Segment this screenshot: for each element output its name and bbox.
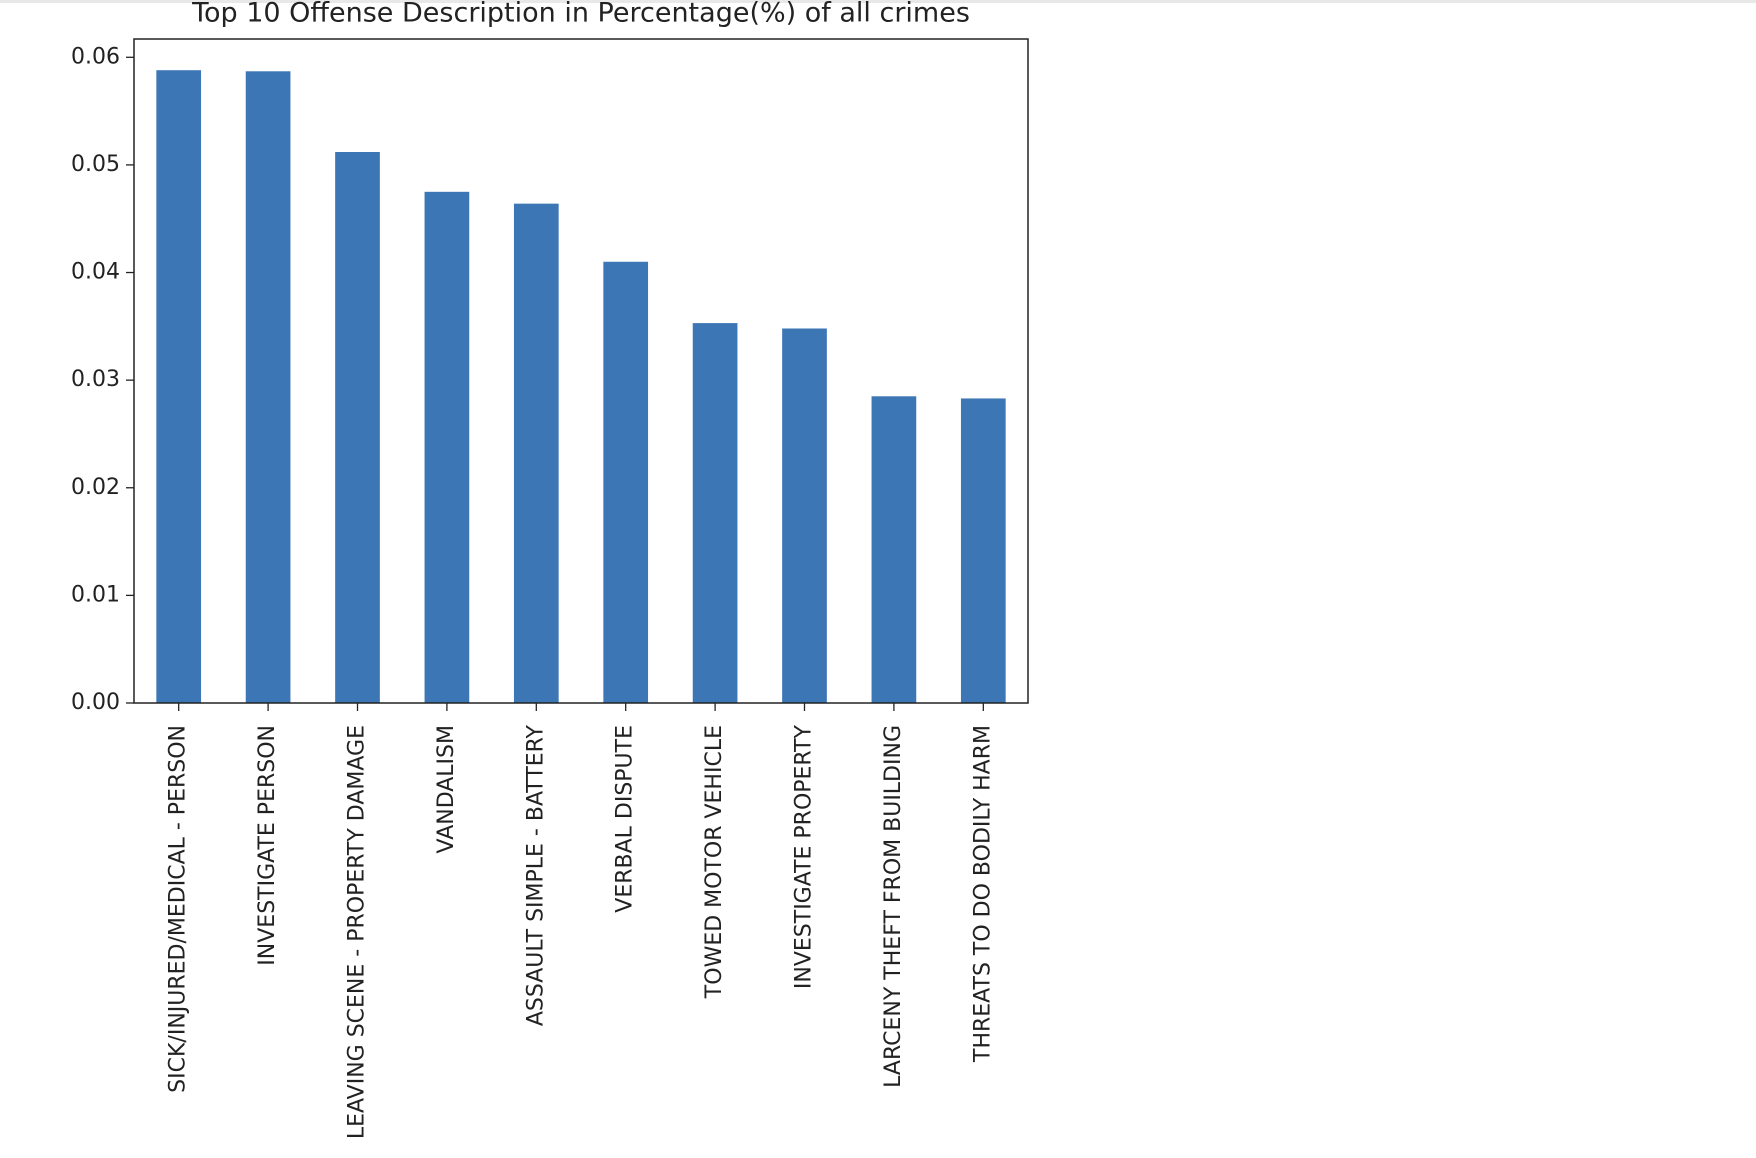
x-tick-label: LARCENY THEFT FROM BUILDING	[881, 725, 906, 1088]
bar	[245, 71, 291, 703]
y-tick-label: 0.04	[71, 260, 120, 285]
x-tick-label: THREATS TO DO BODILY HARM	[970, 725, 995, 1063]
bar	[871, 396, 917, 703]
y-tick-label: 0.03	[71, 367, 120, 392]
top-shadow	[0, 0, 1756, 3]
y-tick-label: 0.00	[71, 690, 120, 715]
bar	[960, 398, 1006, 703]
bar	[335, 151, 380, 703]
bar	[603, 261, 649, 703]
y-tick-label: 0.01	[71, 582, 120, 607]
x-tick-label: VERBAL DISPUTE	[613, 725, 638, 913]
x-tick-label: INVESTIGATE PERSON	[255, 725, 280, 966]
bar	[156, 70, 202, 703]
bar	[424, 191, 470, 704]
x-tick-label: SICK/INJURED/MEDICAL - PERSON	[166, 725, 191, 1093]
x-tick-label: LEAVING SCENE - PROPERTY DAMAGE	[345, 725, 370, 1139]
y-tick-label: 0.02	[71, 475, 120, 500]
bar	[692, 323, 738, 703]
bar	[513, 203, 559, 703]
bar	[782, 328, 827, 703]
chart-title: Top 10 Offense Description in Percentage…	[191, 0, 970, 29]
x-tick-label: VANDALISM	[434, 725, 459, 853]
y-tick-label: 0.06	[71, 44, 120, 69]
y-tick-label: 0.05	[71, 152, 120, 177]
x-tick-label: ASSAULT SIMPLE - BATTERY	[523, 724, 548, 1026]
x-tick-label: TOWED MOTOR VEHICLE	[702, 725, 727, 999]
plot-frame	[133, 38, 1029, 704]
x-tick-label: INVESTIGATE PROPERTY	[792, 724, 817, 989]
